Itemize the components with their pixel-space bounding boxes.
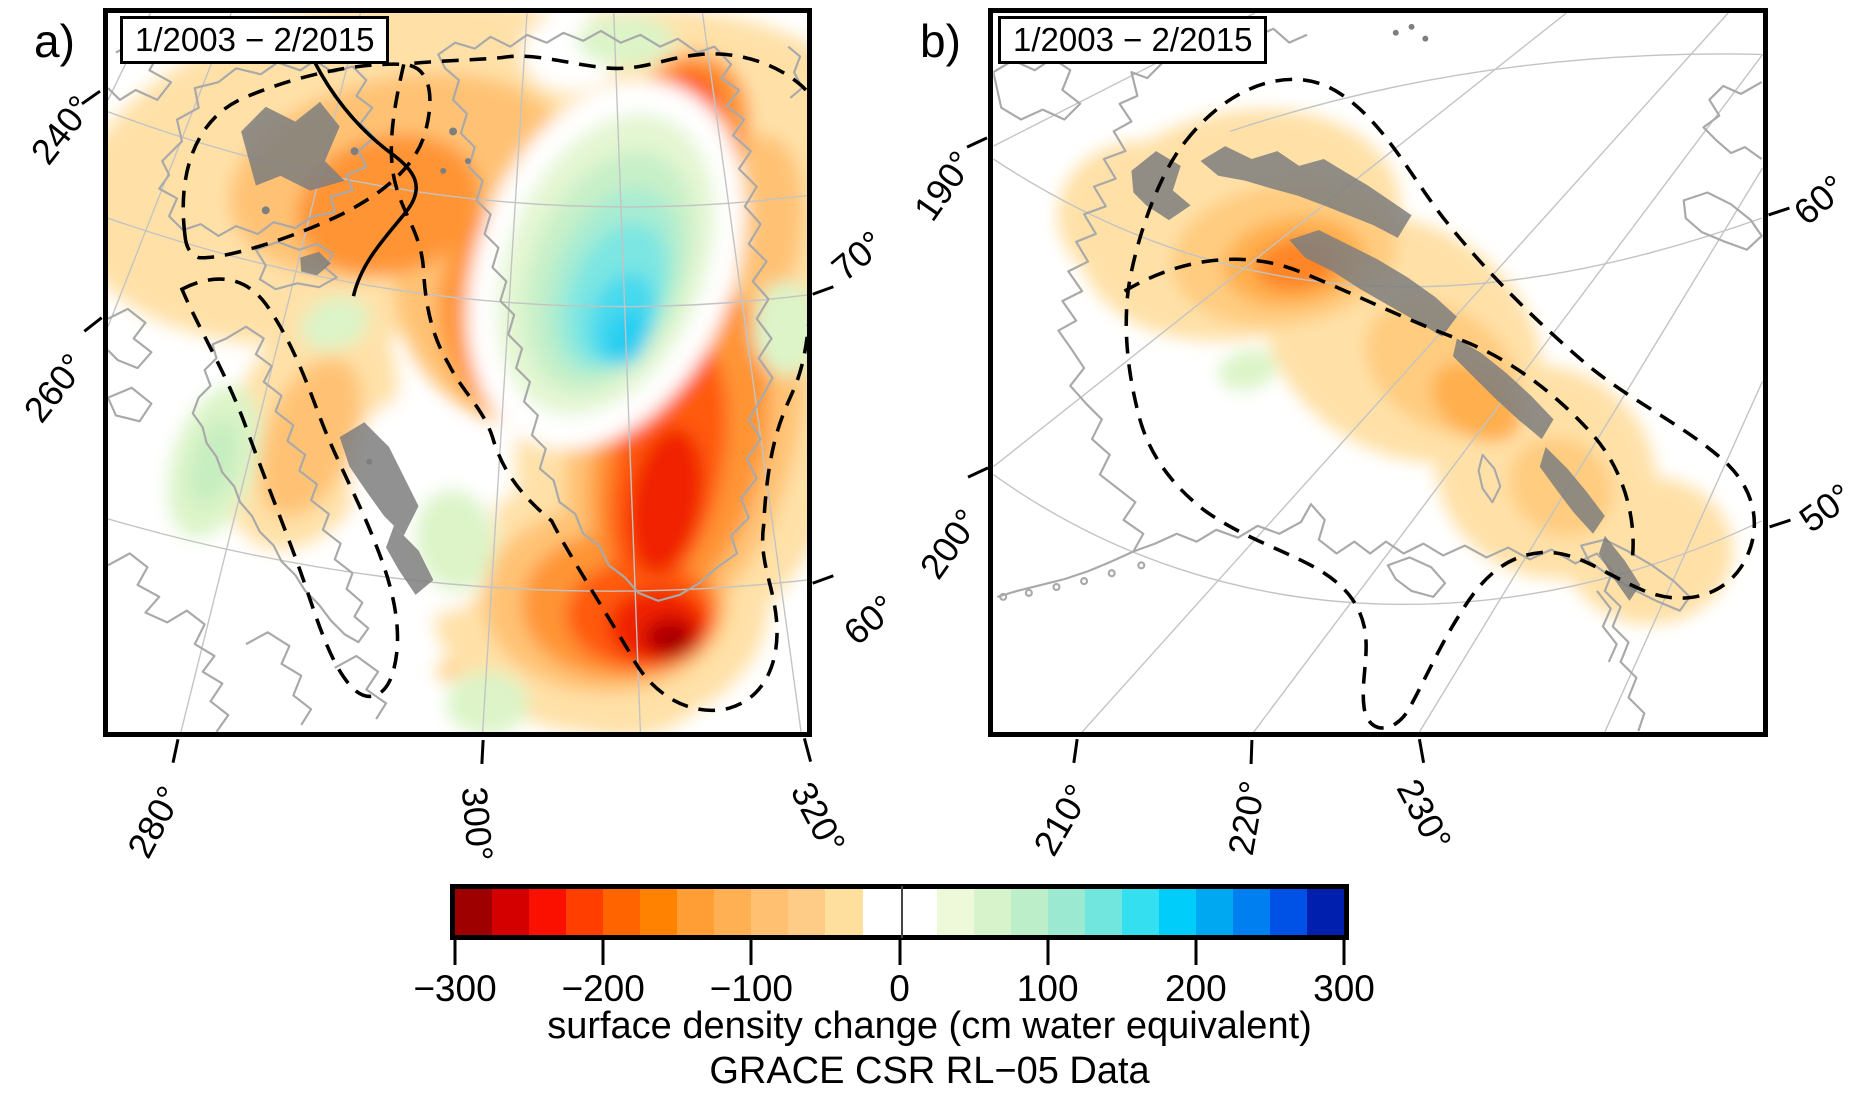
- colorbar-segment: [788, 889, 826, 935]
- colorbar-tick: [898, 940, 901, 965]
- b-tick-200: [967, 466, 989, 479]
- a-tick-260: [83, 316, 103, 333]
- colorbar-tick-label: −100: [709, 968, 793, 1009]
- b-bottom-tick-210: 210°: [1025, 777, 1098, 863]
- colorbar-segment: [1232, 889, 1271, 935]
- b-left-tick-190: 190°: [905, 143, 982, 228]
- a-left-tick-260: 260°: [15, 345, 94, 430]
- colorbar-segment: [455, 889, 493, 935]
- a-right-tick-60: 60°: [835, 586, 904, 653]
- colorbar-segment: [899, 889, 937, 935]
- colorbar-segment: [677, 889, 715, 935]
- a-right-tick-70: 70°: [823, 222, 892, 289]
- a-bottom-tick-320: 320°: [782, 775, 855, 861]
- colorbar-tick: [453, 940, 457, 965]
- panel-a-date-range: 1/2003 − 2/2015: [120, 16, 390, 64]
- colorbar-segment: [1158, 889, 1196, 935]
- colorbar-segment: [825, 889, 863, 935]
- a-tick-60: [812, 574, 834, 585]
- colorbar-segment: [1270, 889, 1308, 935]
- b-tick-220: [1249, 739, 1254, 765]
- colorbar-tick: [1046, 940, 1050, 965]
- panel-b-date-range: 1/2003 − 2/2015: [998, 16, 1268, 64]
- colorbar-segment: [1084, 889, 1122, 935]
- b-tick-50: [1769, 518, 1791, 529]
- colorbar-tick-label: 200: [1164, 968, 1227, 1009]
- colorbar-segment: [1121, 889, 1159, 935]
- colorbar-segment: [714, 889, 752, 935]
- colorbar-zero-line: [901, 886, 903, 938]
- a-tick-300: [480, 739, 485, 765]
- colorbar-tick: [1342, 940, 1346, 965]
- colorbar-segment: [936, 889, 974, 935]
- colorbar-segment: [1010, 889, 1048, 935]
- colorbar-segment: [603, 889, 641, 935]
- b-bottom-tick-230: 230°: [1388, 772, 1461, 858]
- colorbar-segment: [529, 889, 567, 935]
- glacier-speckle-a: [241, 101, 471, 595]
- colorbar-segment: [566, 889, 604, 935]
- colorbar-tick-label: −200: [561, 968, 645, 1009]
- b-tick-190: [966, 136, 988, 149]
- coastline-a: [108, 23, 804, 732]
- colorbar-tick-label: −300: [413, 968, 497, 1009]
- colorbar-segment: [973, 889, 1011, 935]
- b-tick-210: [1072, 738, 1079, 764]
- colorbar-tick-label: 300: [1313, 968, 1375, 1009]
- map-b-svg: [993, 13, 1763, 732]
- glacier-speckle-b: [1131, 23, 1641, 601]
- data-source-caption: GRACE CSR RL−05 Data: [709, 1050, 1150, 1092]
- colorbar-segment: [862, 889, 900, 935]
- colorbar-segment: [1307, 889, 1345, 935]
- colorbar-segment: [492, 889, 530, 935]
- colorbar-tick: [749, 940, 753, 965]
- colorbar-caption: surface density change (cm water equival…: [547, 1005, 1312, 1047]
- colorbar-swatches: [450, 884, 1349, 940]
- a-left-tick-240: 240°: [22, 87, 101, 172]
- a-tick-70: [812, 285, 834, 296]
- a-tick-320: [802, 738, 813, 762]
- a-tick-280: [171, 738, 180, 764]
- colorbar-segment: [1195, 889, 1233, 935]
- colorbar-segment: [640, 889, 678, 935]
- b-right-tick-50: 50°: [1791, 475, 1859, 541]
- colorbar-tick-label: 0: [889, 968, 910, 1009]
- map-panel-a: [103, 8, 812, 737]
- colorbar-tick: [601, 940, 605, 965]
- map-panel-b: [988, 8, 1768, 737]
- a-bottom-tick-300: 300°: [453, 785, 502, 863]
- panel-a-label: a): [34, 15, 75, 67]
- dashed-contours-b: [1123, 77, 1757, 730]
- solid-divide-line-a: [300, 34, 418, 297]
- colorbar-tick: [1194, 940, 1198, 965]
- colorbar-segment: [1047, 889, 1085, 935]
- b-bottom-tick-220: 220°: [1219, 777, 1274, 859]
- map-a-svg: [108, 13, 807, 732]
- colorbar-axis: −300 −200 −100 0 100 200 300: [413, 940, 1375, 1010]
- graticule-b: [993, 13, 1763, 732]
- colorbar-segment: [751, 889, 789, 935]
- b-tick-230: [1417, 738, 1426, 764]
- b-left-tick-200: 200°: [911, 501, 988, 586]
- a-bottom-tick-280: 280°: [118, 779, 191, 865]
- a-tick-240: [81, 89, 101, 106]
- panel-b-label: b): [920, 15, 961, 67]
- dashed-contours-a: [179, 52, 807, 713]
- b-right-tick-60: 60°: [1785, 166, 1854, 233]
- b-tick-60: [1768, 206, 1790, 217]
- colorbar-tick-label: 100: [1016, 968, 1079, 1009]
